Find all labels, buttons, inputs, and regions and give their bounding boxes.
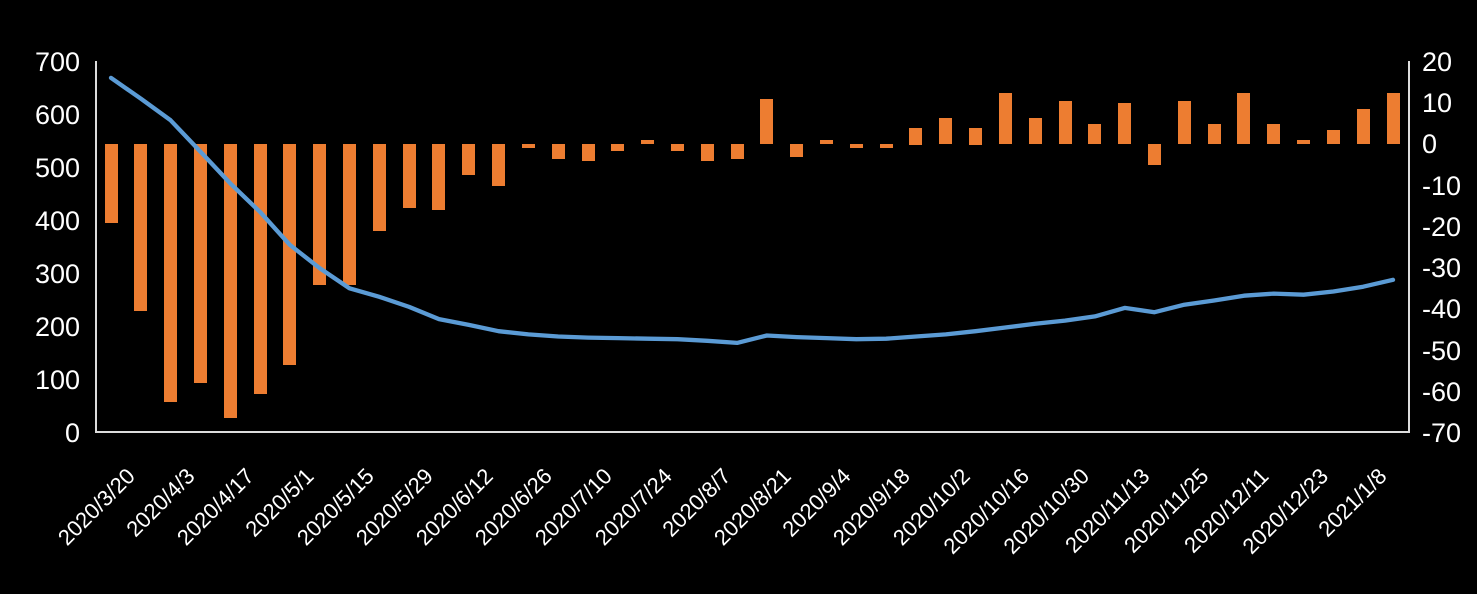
bar	[790, 144, 804, 157]
bar	[1028, 117, 1042, 145]
x-axis-tick-label: 2020/3/20	[53, 463, 140, 551]
bar	[283, 144, 297, 365]
bar	[1297, 140, 1311, 145]
bar	[1237, 92, 1251, 145]
bar	[730, 144, 744, 159]
right-axis-tick-label: -10	[1422, 171, 1462, 201]
left-axis-tick-label: 0	[64, 418, 80, 448]
left-axis-tick-label: 300	[34, 259, 80, 289]
bar	[402, 144, 416, 209]
bar	[820, 140, 834, 145]
left-axis-tick-label: 500	[34, 153, 80, 183]
bar	[1088, 123, 1102, 145]
bar	[1147, 144, 1161, 165]
bar	[1356, 109, 1370, 145]
left-axis-line	[95, 61, 97, 433]
bar	[969, 128, 983, 145]
bar	[581, 144, 595, 161]
left-axis-tick-label: 700	[34, 47, 80, 77]
bar	[462, 144, 476, 176]
bar	[1058, 101, 1072, 145]
bar	[700, 144, 714, 161]
right-axis-tick-label: -70	[1422, 418, 1462, 448]
bar	[1267, 123, 1281, 145]
bar	[849, 144, 863, 149]
right-axis-line	[1408, 61, 1410, 433]
bar	[998, 92, 1012, 145]
right-axis-tick-label: 10	[1422, 88, 1453, 118]
bar	[641, 140, 655, 145]
bar	[372, 144, 386, 231]
bar	[104, 144, 118, 223]
right-axis-tick-label: -20	[1422, 212, 1462, 242]
line-path	[108, 75, 1396, 346]
bar	[253, 144, 267, 394]
left-axis-tick-label: 600	[34, 100, 80, 130]
bar	[521, 144, 535, 149]
bar	[492, 144, 506, 186]
bar	[223, 144, 237, 419]
right-axis-tick-label: -30	[1422, 253, 1462, 283]
bar	[1207, 123, 1221, 145]
left-axis-tick-label: 400	[34, 206, 80, 236]
bar	[1118, 103, 1132, 145]
right-axis-tick-label: -50	[1422, 336, 1462, 366]
right-axis-tick-label: 0	[1422, 129, 1438, 159]
bar	[432, 144, 446, 211]
left-axis-tick-label: 100	[34, 365, 80, 395]
bar	[551, 144, 565, 159]
right-axis-tick-label: 20	[1422, 47, 1453, 77]
bar	[1326, 130, 1340, 145]
bar	[193, 144, 207, 384]
bar	[611, 144, 625, 151]
bar	[1177, 101, 1191, 145]
bar	[879, 144, 893, 149]
left-axis-tick-label: 200	[34, 312, 80, 342]
x-axis-line	[95, 431, 1410, 433]
bar	[313, 144, 327, 285]
bar	[134, 144, 148, 312]
bar	[164, 144, 178, 402]
bar	[1386, 92, 1400, 145]
right-axis-tick-label: -40	[1422, 294, 1462, 324]
bar	[670, 144, 684, 151]
bar	[939, 117, 953, 145]
bar	[760, 99, 774, 145]
bar	[909, 128, 923, 145]
right-axis-tick-label: -60	[1422, 377, 1462, 407]
bar	[343, 144, 356, 285]
